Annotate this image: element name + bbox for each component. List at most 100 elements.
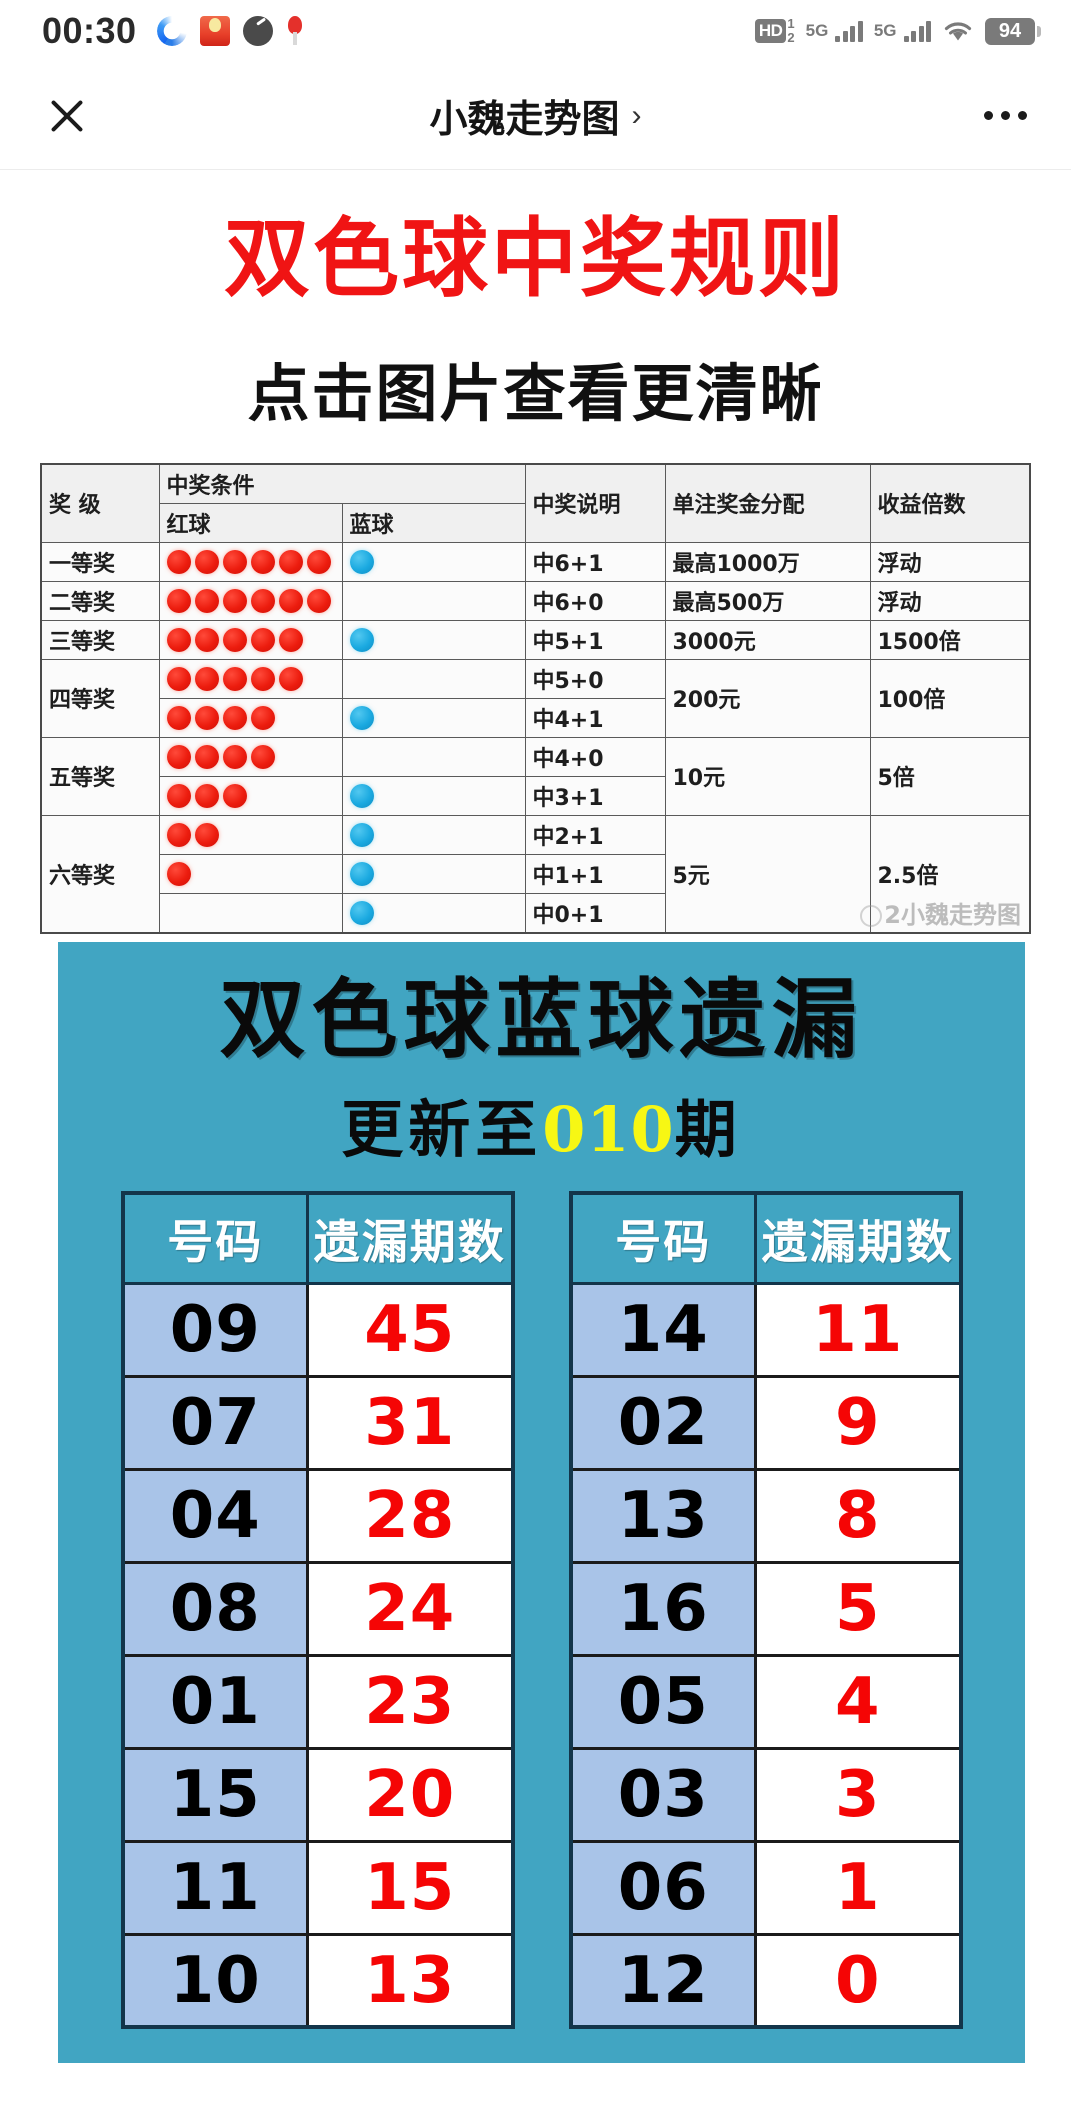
omission-count-cell: 0 (754, 1932, 962, 2029)
subheadline: 点击图片查看更清晰 (247, 356, 824, 430)
signal-bars-sim2 (903, 20, 931, 42)
wifi-icon (942, 19, 974, 43)
prize-multiplier-cell: 100倍 (869, 658, 1031, 738)
header-blue-ball: 蓝球 (341, 502, 526, 543)
prize-multiplier-text: 2.5倍 (877, 863, 939, 889)
more-options-icon[interactable] (984, 111, 1027, 120)
signal-bars-sim1 (835, 20, 863, 42)
header-level: 奖 级 (40, 463, 160, 543)
blue-balls-cell (341, 736, 526, 777)
red-ball-icon (194, 822, 219, 847)
red-ball-icon (222, 627, 247, 652)
omission-number-cell: 09 (121, 1281, 309, 1378)
blue-balls-cell (341, 619, 526, 660)
red-ball-icon (278, 549, 303, 574)
network-type-sim1: 5G (805, 20, 829, 40)
omission-number-cell: 03 (569, 1746, 757, 1843)
blue-balls-cell (341, 697, 526, 738)
omission-right-body: 14 11 02 9 13 8 16 5 05 4 03 3 06 1 12 0 (569, 1281, 962, 2029)
prize-money-cell: 5元 (664, 814, 871, 934)
red-ball-icon (222, 705, 247, 730)
prize-level-cell: 三等奖 (40, 619, 160, 660)
signal-icon-sim1: 5G (805, 20, 863, 42)
red-balls-cell (158, 814, 343, 855)
red-balls-cell (158, 619, 343, 660)
red-ball-icon (250, 549, 275, 574)
blue-panel-title: 双色球蓝球遗漏 (219, 968, 864, 1070)
prize-level-cell: 四等奖 (40, 658, 160, 738)
omission-number-cell: 12 (569, 1932, 757, 2029)
hd-label: HD (754, 19, 787, 43)
omission-left-header-row: 号码 遗漏期数 (121, 1191, 514, 1285)
omission-table-row: 09 45 (121, 1281, 514, 1378)
prize-desc-cell: 中5+0 (524, 658, 666, 699)
omission-table-row: 10 13 (121, 1932, 514, 2029)
red-ball-icon (222, 783, 247, 808)
blue-ball-omission-panel[interactable]: 双色球蓝球遗漏 更新至010期 号码 遗漏期数 09 45 07 31 04 28 08 24… (58, 941, 1025, 2064)
red-ball-icon (166, 588, 191, 613)
omission-table-row: 06 1 (569, 1839, 962, 1936)
close-icon[interactable] (44, 93, 90, 139)
omission-count-cell: 45 (306, 1281, 514, 1378)
prize-table-row: 四等奖 中5+0 200元 100倍 (40, 658, 1031, 738)
headline: 双色球中奖规则 (224, 209, 847, 309)
blue-balls-cell (341, 814, 526, 855)
prize-table-wrapper[interactable]: 奖 级 中奖条件 中奖说明 单注奖金分配 收益倍数 红球 蓝球 一等奖 中6+1 最… (0, 462, 1071, 934)
red-ball-icon (278, 666, 303, 691)
battery-percent: 94 (985, 17, 1035, 45)
prize-multiplier-cell: 浮动 (869, 541, 1031, 582)
omission-table-row: 13 8 (569, 1467, 962, 1564)
battery-icon: 94 (985, 17, 1041, 45)
blue-balls-cell (341, 892, 526, 934)
header-multiplier: 收益倍数 (869, 463, 1031, 543)
blue-ball-group (350, 666, 518, 692)
prize-money-cell: 200元 (664, 658, 871, 738)
watermark-text: 2小魏走势图 (860, 895, 1021, 930)
prize-table-row: 二等奖 中6+0 最高500万 浮动 (40, 580, 1031, 621)
omission-number-cell: 05 (569, 1653, 757, 1750)
omission-number-cell: 15 (121, 1746, 309, 1843)
red-ball-icon (250, 744, 275, 769)
omission-count-cell: 23 (306, 1653, 514, 1750)
header-number-right: 号码 (569, 1191, 757, 1285)
blue-ball-icon (349, 900, 374, 925)
red-ball-icon (194, 549, 219, 574)
omission-table-row: 15 20 (121, 1746, 514, 1843)
omission-table-left: 号码 遗漏期数 09 45 07 31 04 28 08 24 01 23 15 20 11 15 10 13 (120, 1191, 515, 2030)
chevron-right-icon[interactable]: › (631, 98, 642, 132)
prize-level-cell: 六等奖 (40, 814, 160, 934)
omission-number-cell: 04 (121, 1467, 309, 1564)
prize-level-cell: 五等奖 (40, 736, 160, 816)
blue-ball-icon (349, 705, 374, 730)
omission-number-cell: 01 (121, 1653, 309, 1750)
prize-multiplier-cell: 5倍 (869, 736, 1031, 816)
red-ball-icon (166, 744, 191, 769)
prize-money-cell: 3000元 (664, 619, 871, 660)
omission-table-row: 05 4 (569, 1653, 962, 1750)
omission-number-cell: 11 (121, 1839, 309, 1936)
nav-title-text: 小魏走势图 (429, 99, 620, 141)
omission-count-cell: 31 (306, 1374, 514, 1471)
blue-ball-group (350, 744, 518, 770)
signal-icon-sim2: 5G (874, 20, 931, 42)
omission-number-cell: 14 (569, 1281, 757, 1378)
red-balls-cell (158, 775, 343, 816)
red-ball-group (166, 822, 335, 848)
blue-ball-group (349, 549, 518, 575)
red-ball-icon (166, 549, 191, 574)
red-balls-cell (158, 736, 343, 777)
red-ball-group (166, 588, 335, 614)
blue-ball-group (349, 783, 518, 809)
red-ball-group (166, 783, 335, 809)
update-period: 010 (542, 1093, 675, 1167)
red-balls-cell (158, 658, 343, 699)
blue-ball-icon (349, 861, 374, 886)
omission-right-header-row: 号码 遗漏期数 (569, 1191, 962, 1285)
omission-table-row: 11 15 (121, 1839, 514, 1936)
prize-level-cell: 一等奖 (40, 541, 160, 582)
omission-count-cell: 3 (754, 1746, 962, 1843)
omission-number-cell: 13 (569, 1467, 757, 1564)
omission-count-cell: 5 (754, 1560, 962, 1657)
omission-tables-row: 号码 遗漏期数 09 45 07 31 04 28 08 24 01 23 15 20 11 15 10 13… (58, 1191, 1025, 2030)
red-ball-icon (250, 666, 275, 691)
